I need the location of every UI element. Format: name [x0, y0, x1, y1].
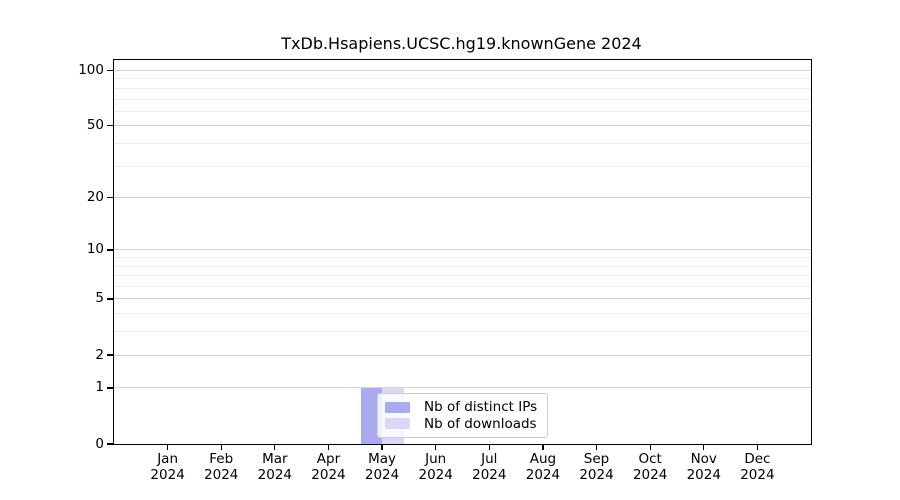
- y-tick-label: 2: [95, 346, 104, 363]
- y-gridline-major: [114, 197, 811, 199]
- x-tick-month: May: [368, 451, 397, 467]
- x-tick-label: Nov 2024: [672, 451, 736, 483]
- y-tick: [107, 354, 113, 356]
- x-tick-label: Oct 2024: [618, 451, 682, 483]
- x-tick-year: 2024: [257, 467, 293, 483]
- y-tick-label: 0: [95, 435, 104, 452]
- y-gridline-major: [114, 125, 811, 127]
- legend-entry-distinct-ips: Nb of distinct IPs: [385, 399, 539, 416]
- y-gridline-minor: [114, 265, 811, 267]
- y-tick-label: 100: [78, 62, 104, 78]
- x-tick-month: Dec: [744, 451, 771, 467]
- x-tick: [435, 444, 437, 450]
- x-tick-month: Aug: [529, 451, 557, 467]
- y-gridline-major: [114, 70, 811, 71]
- x-tick: [649, 444, 651, 450]
- y-gridline-minor: [114, 110, 811, 112]
- y-tick: [107, 249, 113, 251]
- x-tick-year: 2024: [311, 467, 346, 483]
- x-tick: [488, 444, 490, 450]
- y-gridline-major: [114, 298, 811, 300]
- legend-label-distinct-ips: Nb of distinct IPs: [424, 399, 538, 416]
- y-gridline-major: [114, 249, 811, 251]
- x-tick-label: Dec 2024: [725, 451, 789, 483]
- legend-label-downloads: Nb of downloads: [424, 415, 537, 432]
- x-tick: [542, 444, 544, 450]
- y-tick: [107, 298, 113, 300]
- x-tick: [166, 444, 169, 450]
- x-tick-year: 2024: [418, 467, 453, 483]
- x-tick-label: May 2024: [350, 451, 414, 483]
- x-tick-month: Jan: [157, 451, 179, 467]
- x-tick-label: Jul 2024: [457, 451, 521, 483]
- x-tick-label: Apr 2024: [296, 451, 360, 483]
- y-gridline-major: [114, 387, 811, 389]
- y-tick: [107, 69, 113, 72]
- x-tick: [327, 444, 330, 450]
- legend: Nb of distinct IPs Nb of downloads: [377, 393, 548, 438]
- x-tick-month: Mar: [262, 451, 288, 467]
- y-tick-label: 1: [95, 379, 104, 396]
- y-gridline-minor: [114, 331, 811, 333]
- x-tick-label: Aug 2024: [511, 451, 575, 483]
- y-tick-label: 10: [86, 241, 104, 258]
- y-tick: [107, 125, 113, 127]
- y-tick: [107, 443, 113, 445]
- x-tick: [595, 444, 598, 450]
- x-tick-label: Sep 2024: [565, 451, 629, 483]
- legend-swatch-distinct-ips: [385, 401, 410, 413]
- y-gridline-minor: [114, 87, 811, 89]
- x-tick-year: 2024: [472, 467, 507, 483]
- x-tick-label: Feb 2024: [189, 451, 253, 483]
- x-tick-label: Jan 2024: [136, 451, 200, 483]
- y-tick: [107, 387, 113, 389]
- y-tick-label: 50: [86, 117, 104, 134]
- x-tick-year: 2024: [525, 467, 561, 483]
- x-tick-year: 2024: [579, 467, 614, 483]
- x-tick-year: 2024: [204, 467, 239, 483]
- x-tick-year: 2024: [364, 467, 400, 483]
- x-tick-month: Sep: [583, 451, 610, 467]
- y-tick-label: 5: [95, 290, 104, 307]
- x-tick-year: 2024: [686, 467, 721, 483]
- y-tick: [107, 196, 113, 199]
- x-tick-year: 2024: [150, 467, 185, 483]
- x-tick: [220, 444, 222, 450]
- y-gridline-minor: [114, 165, 811, 167]
- bar-nb-of-distinct-ips: [360, 387, 383, 444]
- x-tick: [703, 444, 705, 450]
- legend-entry-downloads: Nb of downloads: [385, 416, 539, 433]
- x-tick-month: Feb: [209, 451, 234, 467]
- y-gridline-minor: [114, 142, 811, 144]
- x-tick: [274, 444, 276, 450]
- x-tick-label: Mar 2024: [243, 451, 307, 483]
- x-tick: [381, 444, 383, 450]
- y-gridline-minor: [114, 275, 811, 277]
- y-gridline-minor: [114, 313, 811, 315]
- y-gridline-minor: [114, 78, 811, 80]
- x-tick-year: 2024: [632, 467, 668, 483]
- x-tick-month: Nov: [690, 451, 717, 467]
- y-tick-label: 20: [86, 189, 104, 206]
- x-tick-label: Jun 2024: [404, 451, 468, 483]
- legend-swatch-downloads: [385, 418, 410, 430]
- x-tick-month: Jul: [481, 451, 498, 467]
- x-tick: [756, 444, 759, 450]
- x-tick-month: Oct: [638, 451, 662, 467]
- chart-title: TxDb.Hsapiens.UCSC.hg19.knownGene 2024: [281, 34, 642, 53]
- y-gridline-minor: [114, 98, 811, 100]
- y-gridline-minor: [114, 286, 811, 288]
- plot-area: Dec 2024 Nov 2024 Oct 2024 Sep 2024 Aug 2024 Jul 20…: [78, 59, 812, 483]
- x-tick-month: Jun: [425, 451, 447, 467]
- y-gridline-minor: [114, 257, 811, 259]
- y-gridline-major: [114, 354, 811, 356]
- x-tick-year: 2024: [740, 467, 775, 483]
- x-tick-month: Apr: [316, 451, 341, 467]
